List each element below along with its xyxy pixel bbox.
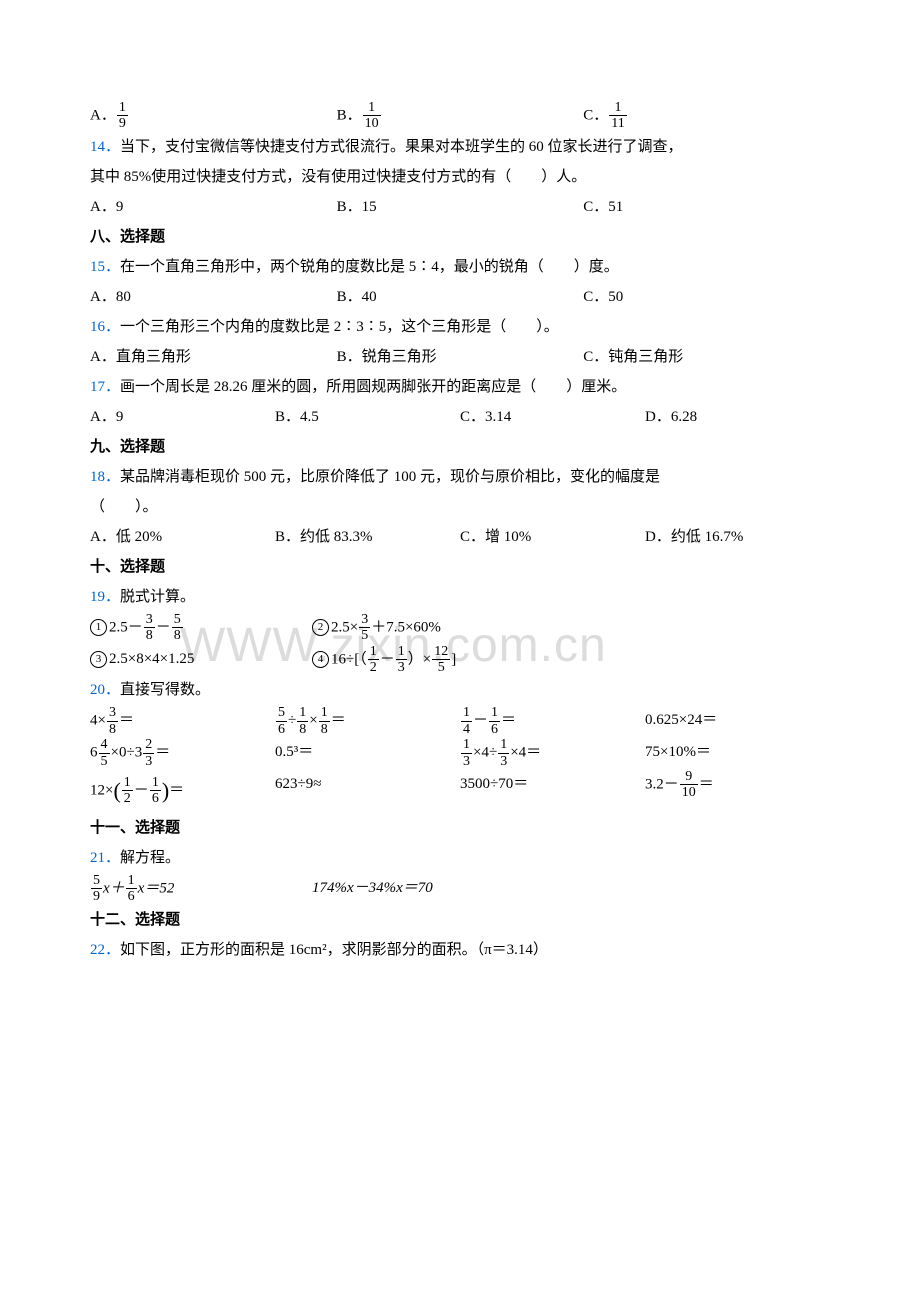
q19-expr2: 22.5×35＋7.5×60% <box>312 612 608 644</box>
q15-opt-b: B．40 <box>337 282 584 312</box>
q15-opt-a: A．80 <box>90 282 337 312</box>
q19-row1: 12.5－38－58 22.5×35＋7.5×60% <box>90 612 830 644</box>
q20-r3c2: 623÷9≈ <box>275 769 460 813</box>
q15-text: 15．在一个直角三角形中，两个锐角的度数比是 5∶4，最小的锐角（ ）度。 <box>90 252 830 282</box>
q19-text: 19．脱式计算。 <box>90 582 830 612</box>
q20-r2c4: 75×10%＝ <box>645 737 830 769</box>
q13-opt-a: A．19 <box>90 100 337 132</box>
q20-row2: 645×0÷323＝ 0.5³＝ 13×4÷13×4＝ 75×10%＝ <box>90 737 830 769</box>
q20-r3c3: 3500÷70＝ <box>460 769 645 813</box>
q14-line2: 其中 85%使用过快捷支付方式，没有使用过快捷支付方式的有（ ）人。 <box>90 162 830 192</box>
q20-r1c4: 0.625×24＝ <box>645 705 830 737</box>
q20-r1c2: 56÷18×18＝ <box>275 705 460 737</box>
q17-opt-b: B．4.5 <box>275 402 460 432</box>
q19-expr1: 12.5－38－58 <box>90 612 312 644</box>
section-9-title: 九、选择题 <box>90 432 830 462</box>
q18-options: A．低 20% B．约低 83.3% C．增 10% D．约低 16.7% <box>90 522 830 552</box>
q16-opt-b: B．锐角三角形 <box>337 342 584 372</box>
q16-options: A．直角三角形 B．锐角三角形 C．钝角三角形 <box>90 342 830 372</box>
q14-options: A．9 B．15 C．51 <box>90 192 830 222</box>
page-content: A．19 B．110 C．111 14．当下，支付宝微信等快捷支付方式很流行。果… <box>90 100 830 965</box>
q18-opt-a: A．低 20% <box>90 522 275 552</box>
q21-row: 59x＋16x＝52 174%x－34%x＝70 <box>90 873 830 905</box>
q18-line2: （ ）。 <box>90 492 830 522</box>
section-10-title: 十、选择题 <box>90 552 830 582</box>
q14-line1: 14．当下，支付宝微信等快捷支付方式很流行。果果对本班学生的 60 位家长进行了… <box>90 132 830 162</box>
q13-options: A．19 B．110 C．111 <box>90 100 830 132</box>
q16-text: 16．一个三角形三个内角的度数比是 2∶3∶5，这个三角形是（ ）。 <box>90 312 830 342</box>
section-11-title: 十一、选择题 <box>90 813 830 843</box>
q20-r2c2: 0.5³＝ <box>275 737 460 769</box>
q19-row2: 32.5×8×4×1.25 416÷[（12－13）×125] <box>90 644 830 676</box>
q13-opt-c: C．111 <box>583 100 830 132</box>
q20-r1c1: 4×38＝ <box>90 705 275 737</box>
section-12-title: 十二、选择题 <box>90 905 830 935</box>
q16-opt-a: A．直角三角形 <box>90 342 337 372</box>
q17-opt-a: A．9 <box>90 402 275 432</box>
q18-opt-d: D．约低 16.7% <box>645 522 830 552</box>
q14-opt-b: B．15 <box>337 192 584 222</box>
q18-opt-b: B．约低 83.3% <box>275 522 460 552</box>
q15-options: A．80 B．40 C．50 <box>90 282 830 312</box>
q14-opt-a: A．9 <box>90 192 337 222</box>
q17-options: A．9 B．4.5 C．3.14 D．6.28 <box>90 402 830 432</box>
q20-r3c1: 12×(12－16)＝ <box>90 769 275 813</box>
q20-row1: 4×38＝ 56÷18×18＝ 14－16＝ 0.625×24＝ <box>90 705 830 737</box>
q21-text: 21．解方程。 <box>90 843 830 873</box>
q19-expr4: 416÷[（12－13）×125] <box>312 644 608 676</box>
q21-eq1: 59x＋16x＝52 <box>90 873 312 905</box>
q13-opt-b: B．110 <box>337 100 584 132</box>
q18-line1: 18．某品牌消毒柜现价 500 元，比原价降低了 100 元，现价与原价相比，变… <box>90 462 830 492</box>
q20-r3c4: 3.2－910＝ <box>645 769 830 813</box>
q17-opt-c: C．3.14 <box>460 402 645 432</box>
q20-r2c1: 645×0÷323＝ <box>90 737 275 769</box>
q19-expr3: 32.5×8×4×1.25 <box>90 644 312 676</box>
q17-text: 17．画一个周长是 28.26 厘米的圆，所用圆规两脚张开的距离应是（ ）厘米。 <box>90 372 830 402</box>
q20-r2c3: 13×4÷13×4＝ <box>460 737 645 769</box>
q20-text: 20．直接写得数。 <box>90 675 830 705</box>
q15-opt-c: C．50 <box>583 282 830 312</box>
q21-eq2: 174%x－34%x＝70 <box>312 873 608 905</box>
q20-r1c3: 14－16＝ <box>460 705 645 737</box>
q18-opt-c: C．增 10% <box>460 522 645 552</box>
q17-opt-d: D．6.28 <box>645 402 830 432</box>
q20-row3: 12×(12－16)＝ 623÷9≈ 3500÷70＝ 3.2－910＝ <box>90 769 830 813</box>
q14-opt-c: C．51 <box>583 192 830 222</box>
section-8-title: 八、选择题 <box>90 222 830 252</box>
q16-opt-c: C．钝角三角形 <box>583 342 830 372</box>
q22-text: 22．如下图，正方形的面积是 16cm²，求阴影部分的面积。（π＝3.14） <box>90 935 830 965</box>
